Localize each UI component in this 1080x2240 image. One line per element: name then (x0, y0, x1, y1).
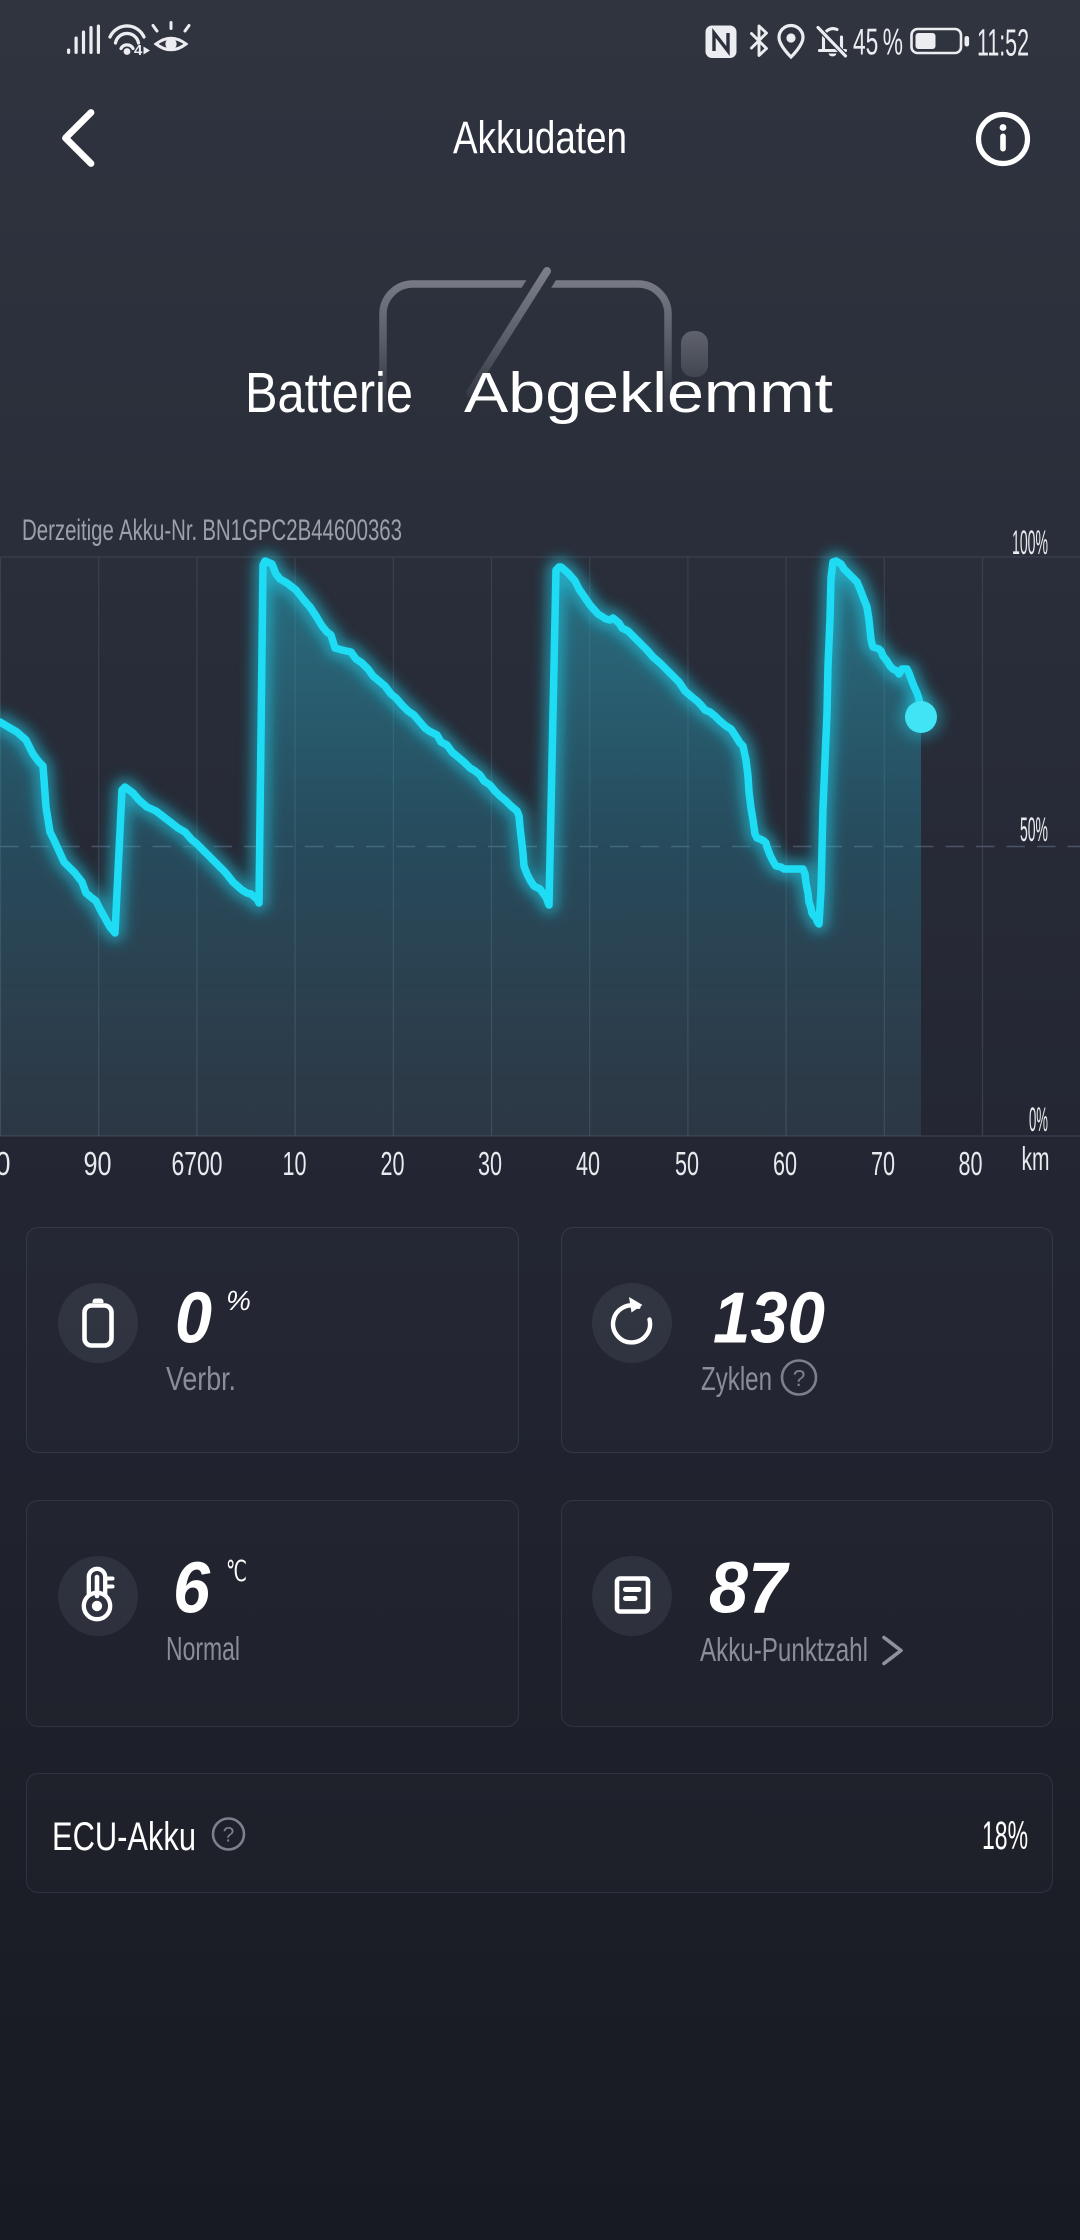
svg-text:130: 130 (713, 1279, 825, 1359)
svg-text:6: 6 (173, 1549, 211, 1629)
svg-text:%: % (226, 1285, 251, 1316)
svg-text:℃: ℃ (226, 1556, 247, 1588)
svg-text:Normal: Normal (166, 1630, 240, 1667)
svg-text:60: 60 (773, 1145, 797, 1182)
svg-text:Akku-Punktzahl: Akku-Punktzahl (700, 1631, 868, 1668)
svg-text:20: 20 (381, 1145, 405, 1182)
svg-text:50%: 50% (1020, 811, 1048, 849)
svg-text:Derzeitige Akku-Nr. BN1GPC2B44: Derzeitige Akku-Nr. BN1GPC2B44600363 (22, 514, 402, 547)
svg-text:Akkudaten: Akkudaten (453, 112, 627, 163)
svg-text:0%: 0% (1029, 1101, 1048, 1139)
svg-text:Batterie: Batterie (245, 361, 413, 425)
svg-text:Abgeklemmt: Abgeklemmt (464, 361, 833, 425)
svg-text:4: 4 (134, 42, 143, 59)
svg-text:100%: 100% (1012, 524, 1048, 562)
svg-text:18%: 18% (982, 1814, 1028, 1858)
svg-text:45 %: 45 % (853, 22, 903, 63)
svg-text:10: 10 (283, 1145, 307, 1182)
svg-text:0: 0 (0, 1145, 11, 1182)
svg-text:40: 40 (576, 1145, 600, 1182)
svg-text:87: 87 (709, 1549, 790, 1629)
svg-text:?: ? (793, 1365, 806, 1391)
svg-text:Verbr.: Verbr. (166, 1360, 236, 1397)
svg-text:30: 30 (478, 1145, 502, 1182)
svg-text:70: 70 (871, 1145, 895, 1182)
svg-text:50: 50 (675, 1145, 699, 1182)
svg-text:90: 90 (84, 1145, 112, 1182)
svg-text:?: ? (223, 1824, 235, 1847)
svg-text:Zyklen: Zyklen (701, 1360, 772, 1397)
svg-text:ECU-Akku: ECU-Akku (52, 1815, 196, 1859)
svg-text:0: 0 (175, 1279, 212, 1359)
svg-text:6700: 6700 (172, 1145, 223, 1182)
svg-text:80: 80 (959, 1145, 983, 1182)
svg-text:11:52: 11:52 (977, 23, 1029, 65)
svg-text:km: km (1022, 1140, 1050, 1177)
